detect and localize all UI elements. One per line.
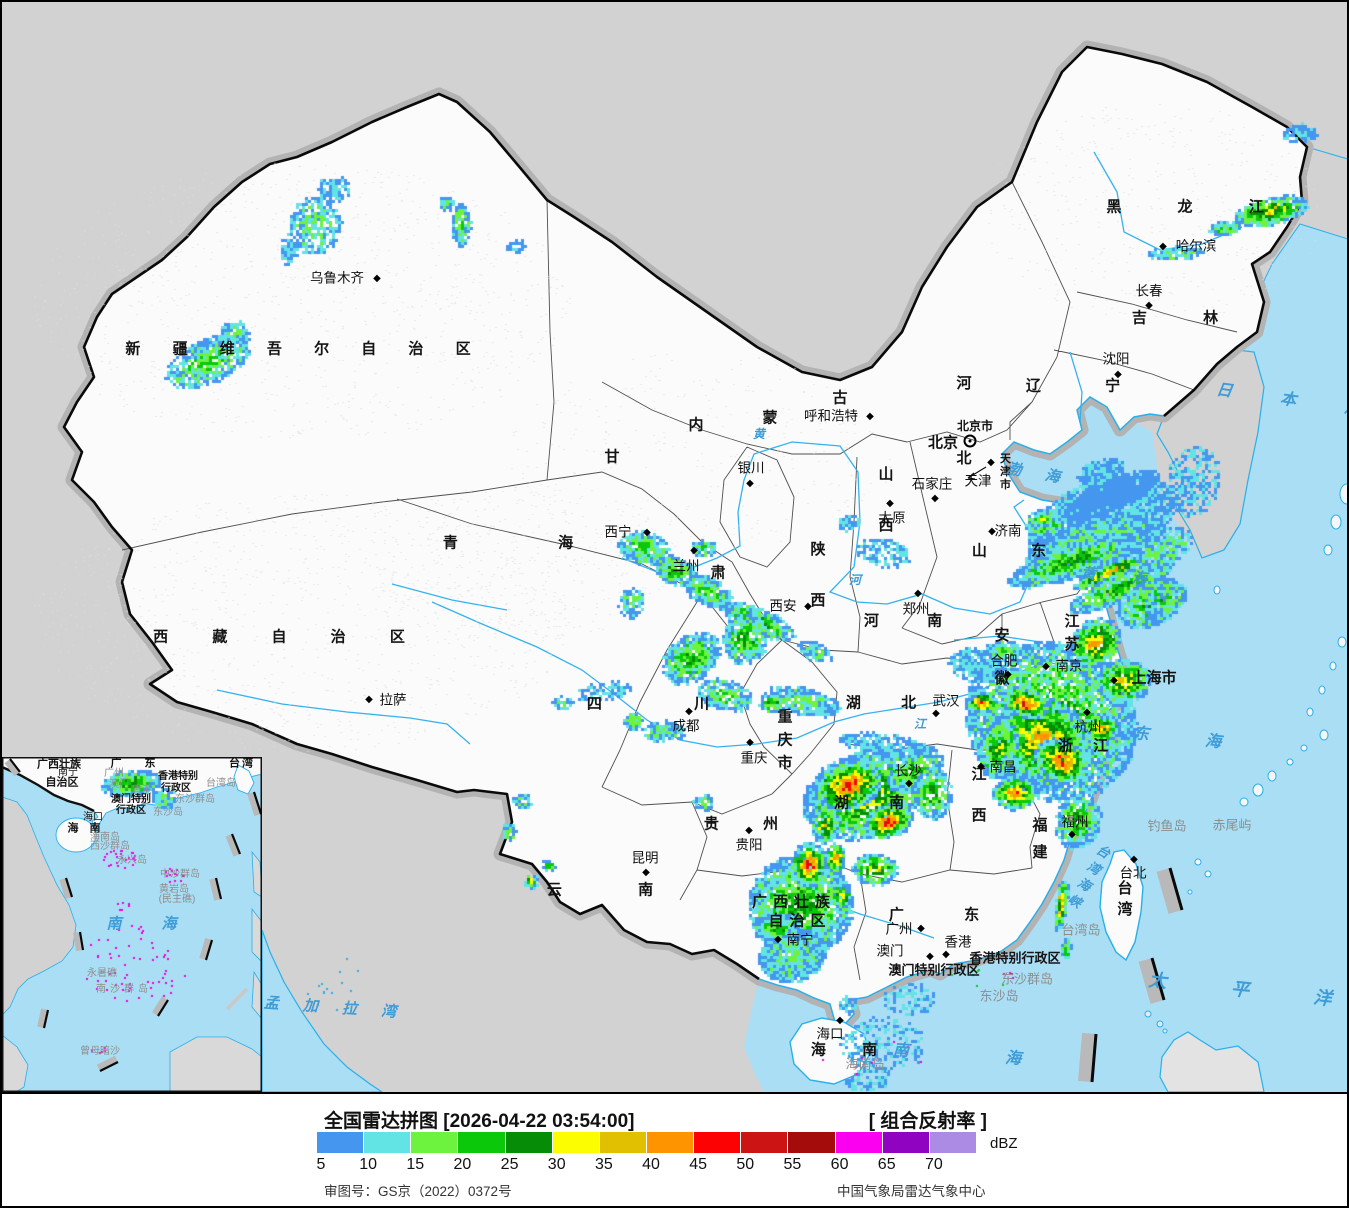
scale-tick: 35 <box>595 1156 613 1174</box>
scale-tick: 65 <box>878 1156 896 1174</box>
dash-shadow <box>1085 1033 1089 1081</box>
scale-tick: 50 <box>736 1156 754 1174</box>
scale-segment <box>364 1132 410 1153</box>
dbz-tick-labels: 5 10 15 20 25 30 35 40 45 50 55 60 65 70 <box>317 1156 1017 1176</box>
scale-segment <box>836 1132 882 1153</box>
product-name: [ 组合反射率 ] <box>867 1106 987 1133</box>
dbz-color-scale <box>317 1132 977 1153</box>
dash-shadow <box>251 793 258 815</box>
scale-tick: 25 <box>501 1156 519 1174</box>
tianjin-pointer-arrow <box>968 467 986 479</box>
scale-tick: 15 <box>406 1156 424 1174</box>
scale-segment <box>883 1132 929 1153</box>
scale-segment <box>788 1132 834 1153</box>
scale-tick: 5 <box>317 1156 326 1174</box>
mosaic-title: 全国雷达拼图 [2026-04-22 03:54:00] <box>324 1106 634 1133</box>
scale-tick: 55 <box>784 1156 802 1174</box>
scale-tick: 30 <box>548 1156 566 1174</box>
scale-tick: 40 <box>642 1156 660 1174</box>
scale-segment <box>647 1132 693 1153</box>
scale-segment <box>317 1132 363 1153</box>
scale-tick: 60 <box>831 1156 849 1174</box>
dbz-unit: dBZ <box>990 1135 1018 1152</box>
scale-segment <box>506 1132 552 1153</box>
radar-mosaic-screenshot: 黑 龙 江吉 林辽 宁内蒙古新 疆 维 吾 尔 自 治 区甘肃青 海西 藏 自 … <box>0 0 1349 1208</box>
scale-segment <box>553 1132 599 1153</box>
scale-tick: 10 <box>359 1156 377 1174</box>
map-approval-number: 审图号：GS京（2022）0372号 <box>324 1180 512 1200</box>
scale-segment <box>930 1132 976 1153</box>
scale-segment <box>741 1132 787 1153</box>
china-radar-map: 黑 龙 江吉 林辽 宁内蒙古新 疆 维 吾 尔 自 治 区甘肃青 海西 藏 自 … <box>2 2 1349 1092</box>
agency-credit: 中国气象局雷达气象中心 <box>837 1180 987 1200</box>
scale-tick: 20 <box>454 1156 472 1174</box>
legend-panel: 全国雷达拼图 [2026-04-22 03:54:00] [ 组合反射率 ] d… <box>2 1092 1349 1208</box>
scale-tick: 45 <box>689 1156 707 1174</box>
scale-segment <box>694 1132 740 1153</box>
dash-shadow <box>77 933 80 951</box>
scale-tick: 70 <box>925 1156 943 1174</box>
scale-segment <box>458 1132 504 1153</box>
scale-segment <box>600 1132 646 1153</box>
boundary-dashes-overlay <box>2 2 1349 1092</box>
scale-segment <box>411 1132 457 1153</box>
